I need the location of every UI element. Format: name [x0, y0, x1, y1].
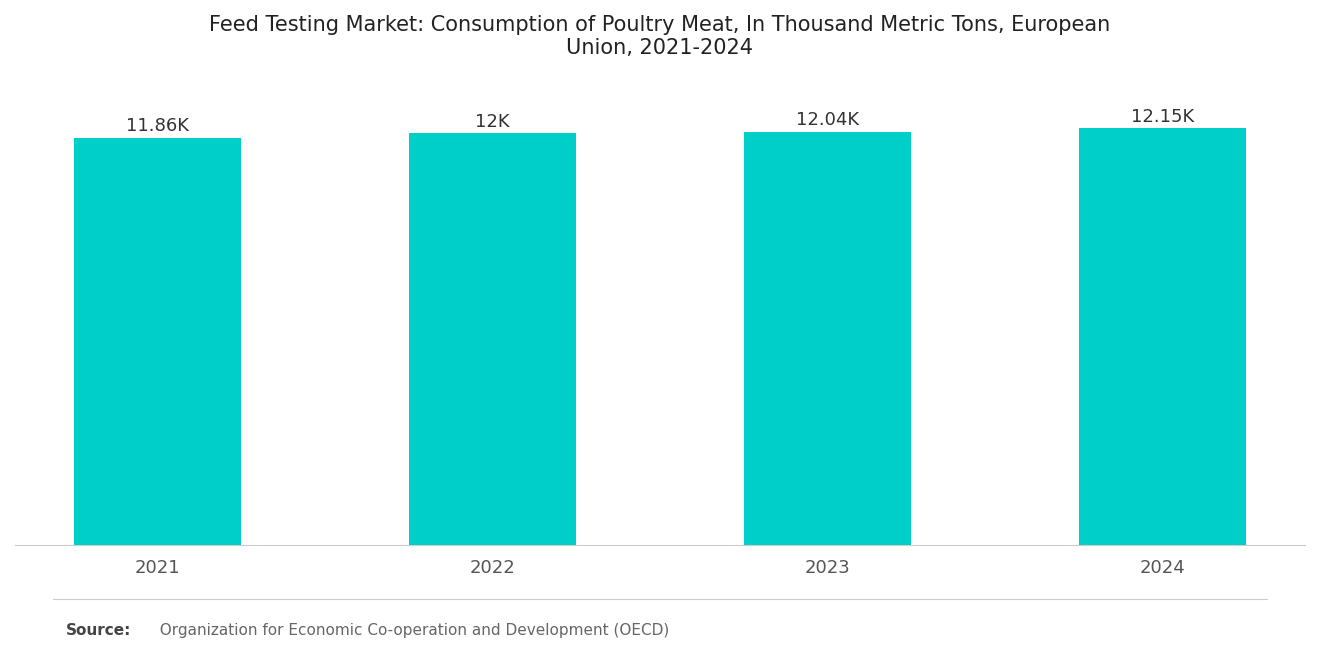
Text: Source:: Source:	[66, 623, 132, 638]
Bar	[409, 134, 577, 545]
Bar	[74, 138, 242, 545]
Text: 12.15K: 12.15K	[1131, 108, 1195, 126]
Text: 12K: 12K	[475, 112, 510, 131]
Bar	[1078, 128, 1246, 545]
Text: 11.86K: 11.86K	[125, 118, 189, 136]
Text: 12.04K: 12.04K	[796, 111, 859, 129]
Text: Organization for Economic Co-operation and Development (OECD): Organization for Economic Co-operation a…	[150, 623, 669, 638]
Title: Feed Testing Market: Consumption of Poultry Meat, In Thousand Metric Tons, Europ: Feed Testing Market: Consumption of Poul…	[210, 15, 1110, 59]
Bar	[743, 132, 911, 545]
